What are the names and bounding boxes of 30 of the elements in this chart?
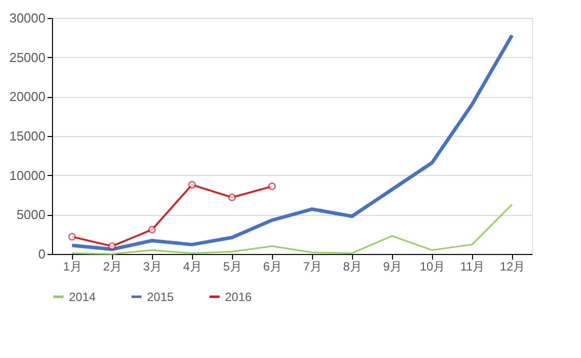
x-tick-label: 9月 bbox=[383, 260, 402, 274]
point bbox=[68, 232, 76, 240]
legend-label: 2014 bbox=[69, 290, 96, 304]
point bbox=[268, 182, 276, 190]
y-tick-label: 10000 bbox=[9, 168, 46, 183]
y-tick-label: 30000 bbox=[9, 10, 46, 26]
x-tick-label: 6月 bbox=[263, 260, 282, 274]
line-series bbox=[71, 204, 513, 255]
point bbox=[108, 242, 116, 250]
point bbox=[188, 180, 196, 189]
y-tick-label: 20000 bbox=[9, 89, 46, 104]
y-tick-label: 0 bbox=[38, 246, 46, 262]
point bbox=[228, 194, 236, 202]
x-tick-label: 5月 bbox=[223, 260, 242, 274]
x-tick-label: 1月 bbox=[63, 260, 82, 274]
y-tick-label: 15000 bbox=[9, 128, 46, 144]
x-tick-label: 2月 bbox=[103, 260, 122, 274]
y-tick-label: 25000 bbox=[9, 50, 46, 65]
x-tick-label: 10月 bbox=[420, 260, 446, 274]
line-series bbox=[70, 34, 514, 252]
legend-label: 2015 bbox=[147, 290, 174, 304]
x-tick-label: 4月 bbox=[183, 260, 202, 274]
point bbox=[148, 226, 156, 234]
x-tick-label: 8月 bbox=[343, 260, 362, 274]
x-tick-label: 7月 bbox=[303, 260, 322, 274]
y-tick-label: 5000 bbox=[16, 207, 46, 222]
legend-label: 2016 bbox=[225, 290, 252, 304]
x-tick-label: 3月 bbox=[143, 260, 162, 274]
x-tick-label: 12月 bbox=[500, 260, 526, 274]
x-tick-label: 11月 bbox=[460, 260, 485, 274]
